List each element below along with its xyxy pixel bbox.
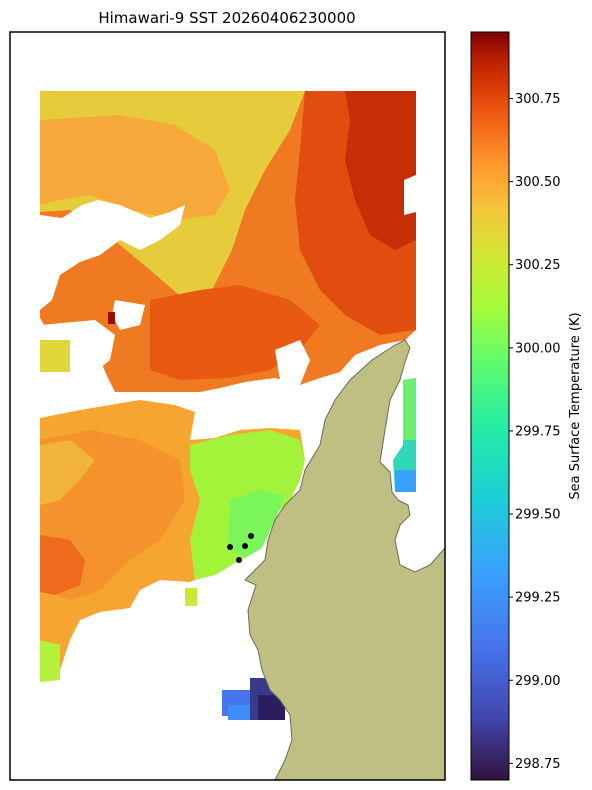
marker-point (248, 533, 254, 539)
colorbar-tick-label: 299.25 (515, 591, 561, 606)
colorbar-label: Sea Surface Temperature (K) (568, 312, 583, 499)
colorbar: 298.75 299.00 299.25 299.50 299.75 300.00 300.… (470, 31, 583, 781)
colorbar-tick-label: 300.50 (515, 175, 561, 190)
sst-region-north-west-orange (40, 115, 230, 220)
marker-group (227, 533, 254, 563)
land-mass (244, 339, 445, 780)
colorbar-tick-label: 300.75 (515, 92, 561, 107)
cloud-gap-1 (40, 200, 185, 310)
sst-region-small-green (185, 588, 197, 606)
sst-region-south-darkorange (40, 535, 85, 595)
colorbar-tick-label: 298.75 (515, 757, 561, 772)
colorbar-ramp (470, 31, 510, 781)
cloud-gap-6 (404, 175, 416, 215)
cloud-gap-3 (40, 340, 70, 372)
colorbar-tick-label: 299.50 (515, 508, 561, 523)
marker-point (236, 557, 242, 563)
sst-region-east-strip-green (403, 378, 416, 440)
colorbar-tick-label: 299.00 (515, 674, 561, 689)
colorbar-tick-label: 300.25 (515, 258, 561, 273)
sst-region-north (40, 91, 416, 392)
sst-region-south (40, 378, 416, 720)
colorbar-tick-label: 299.75 (515, 424, 561, 439)
cloud-gap-5 (275, 340, 310, 385)
sst-region-cool-patch-d (228, 705, 250, 720)
chart-title: Himawari-9 SST 20260406230000 (98, 9, 355, 27)
colorbar-ticks: 298.75 299.00 299.25 299.50 299.75 300.00 300.… (509, 92, 561, 772)
sst-region-coast-lightgreen (228, 490, 285, 558)
map-area (10, 32, 445, 780)
cloud-gap-4 (112, 300, 145, 330)
marker-point (227, 544, 233, 550)
map-frame (9, 31, 446, 781)
marker-point (242, 543, 248, 549)
sst-region-east-strip-blue (395, 470, 416, 492)
sst-region-north-east-darkred (345, 91, 416, 250)
sst-region-southwest-green (40, 640, 60, 682)
sst-region-south-yellow (40, 440, 95, 505)
hot-pixel (108, 312, 115, 324)
colorbar-tick-label: 300.00 (515, 341, 561, 356)
